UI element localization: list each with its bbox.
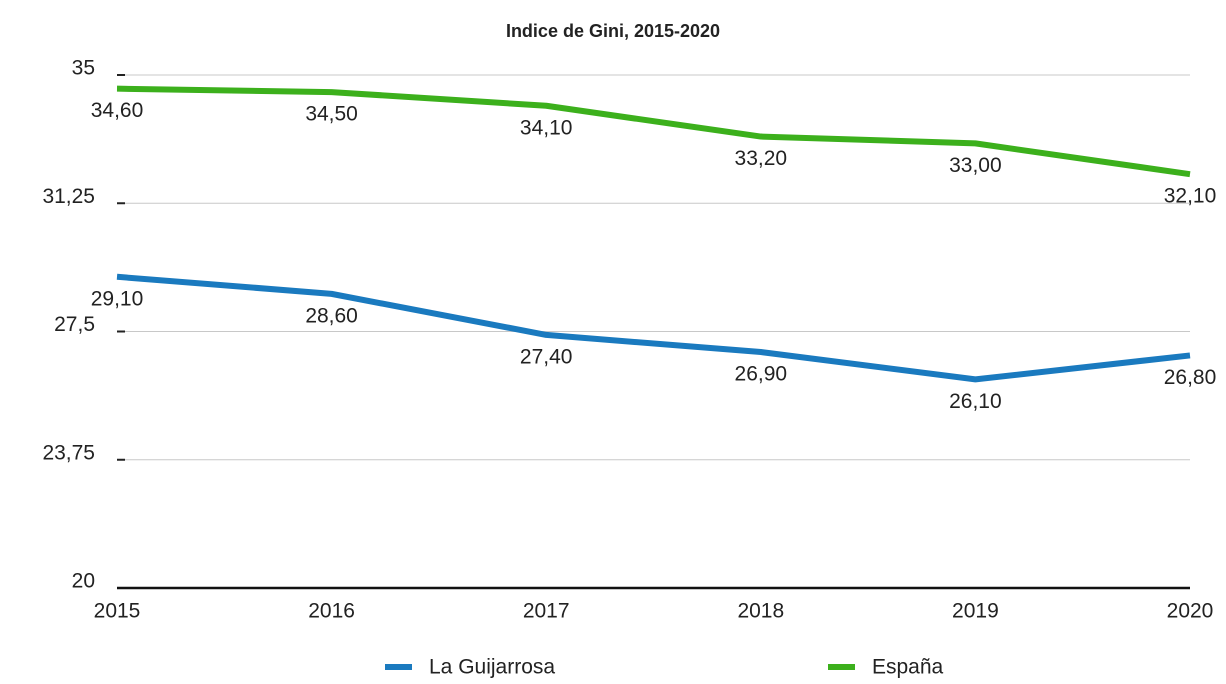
data-label: 32,10 bbox=[1164, 185, 1217, 208]
x-tick-label: 2019 bbox=[952, 600, 999, 623]
legend-label: La Guijarrosa bbox=[429, 656, 555, 679]
data-label: 26,10 bbox=[949, 390, 1002, 413]
data-label: 29,10 bbox=[91, 287, 144, 310]
series-line bbox=[116, 85, 1191, 178]
data-label: 34,60 bbox=[91, 99, 144, 122]
y-tick-label: 35 bbox=[72, 57, 95, 80]
x-tick-label: 2020 bbox=[1167, 600, 1214, 623]
data-label: 28,60 bbox=[305, 304, 358, 327]
data-label: 33,00 bbox=[949, 154, 1002, 177]
data-label: 26,80 bbox=[1164, 366, 1217, 389]
data-label: 34,10 bbox=[520, 116, 573, 139]
y-tick-label: 23,75 bbox=[42, 441, 95, 464]
y-tick-label: 31,25 bbox=[42, 185, 95, 208]
y-tick-label: 27,5 bbox=[54, 313, 95, 336]
series-line bbox=[116, 273, 1191, 383]
x-tick-label: 2018 bbox=[737, 600, 784, 623]
x-tick-label: 2015 bbox=[94, 600, 141, 623]
y-tick-label: 20 bbox=[72, 570, 95, 593]
data-label: 33,20 bbox=[735, 147, 788, 170]
chart-title: Indice de Gini, 2015-2020 bbox=[506, 21, 720, 41]
x-tick-label: 2017 bbox=[523, 600, 570, 623]
data-label: 34,50 bbox=[305, 103, 358, 126]
data-label: 27,40 bbox=[520, 345, 573, 368]
x-tick-label: 2016 bbox=[308, 600, 355, 623]
legend-label: España bbox=[872, 656, 944, 679]
data-label: 26,90 bbox=[735, 363, 788, 386]
